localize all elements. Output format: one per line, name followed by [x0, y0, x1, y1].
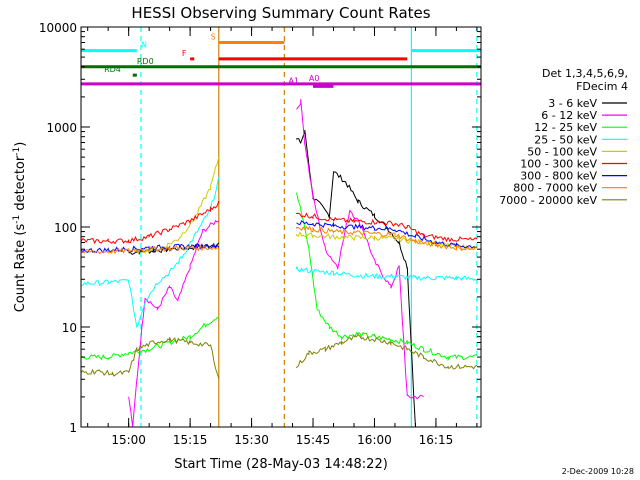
- x-tick-label: 15:45: [296, 433, 331, 447]
- x-tick-label: 16:00: [357, 433, 392, 447]
- legend-label: 3 - 6 keV: [548, 97, 597, 110]
- x-tick-label: 15:15: [173, 433, 208, 447]
- y-tick-label: 1: [69, 421, 77, 435]
- series-line-6: [81, 220, 477, 254]
- series-line-7: [81, 225, 477, 255]
- y-axis-label: Count Rate (s-1 detector-1): [12, 142, 28, 313]
- x-axis-label: Start Time (28-May-03 14:48:22): [174, 457, 388, 472]
- legend-label: 800 - 7000 keV: [513, 182, 597, 195]
- legend-header-line: FDecim 4: [576, 80, 628, 93]
- chart-title: HESSI Observing Summary Count Rates: [131, 4, 430, 22]
- y-tick-label: 100: [54, 221, 77, 235]
- data-layer: [81, 27, 481, 427]
- state-bar-label-3: RD0: [137, 57, 154, 66]
- series-line-1: [128, 99, 424, 427]
- y-tick-label: 10: [62, 321, 77, 335]
- footer-date: 2-Dec-2009 10:28: [562, 467, 634, 476]
- legend-label: 300 - 800 keV: [520, 170, 597, 183]
- legend-label: 12 - 25 keV: [534, 121, 597, 134]
- x-tick-label: 15:00: [111, 433, 146, 447]
- legend-header-line: Det 1,3,4,5,6,9,: [542, 67, 628, 80]
- x-tick-label: 15:30: [234, 433, 269, 447]
- legend-label: 6 - 12 keV: [541, 109, 597, 122]
- y-tick-label: 1000: [46, 121, 77, 135]
- x-tick-label: 16:15: [419, 433, 454, 447]
- series-line-8: [81, 333, 478, 379]
- state-bar-label-2: F: [182, 49, 187, 58]
- series-line-5: [81, 200, 478, 245]
- legend-label: 7000 - 20000 keV: [499, 194, 597, 207]
- legend-label: 100 - 300 keV: [520, 158, 597, 171]
- series-line-2: [81, 192, 477, 362]
- legend-label: 50 - 100 keV: [527, 145, 597, 158]
- state-bar-label-0: N: [141, 41, 147, 50]
- series-line-3: [81, 176, 478, 328]
- plot-area: N S F RD0 RD4 A0 A1 1 10 100 1000 10000 15:00 15:15 15…: [39, 21, 482, 447]
- series-line-0: [128, 129, 416, 426]
- state-bar-label-5: A0: [309, 74, 320, 83]
- state-bar-label-6: A1: [288, 76, 299, 85]
- y-tick-label: 10000: [39, 21, 77, 35]
- legend-label: 25 - 50 keV: [534, 133, 597, 146]
- state-bar-label-4: RD4: [104, 65, 121, 74]
- series-line-4: [128, 156, 478, 255]
- state-bar-label-1: S: [211, 32, 216, 41]
